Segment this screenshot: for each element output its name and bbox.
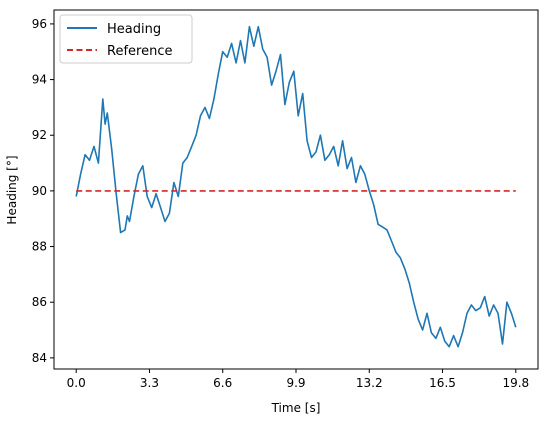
x-tick-label: 9.9 (286, 376, 305, 390)
x-tick-label: 16.5 (429, 376, 456, 390)
legend-reference-label: Reference (107, 44, 172, 59)
x-axis-ticks: 0.0 3.3 6.6 9.9 13.2 16.5 19.8 (67, 369, 529, 390)
y-axis-ticks: 84 86 88 90 92 94 96 (32, 17, 54, 365)
y-tick-label: 88 (32, 240, 47, 254)
x-tick-label: 13.2 (356, 376, 383, 390)
y-tick-label: 96 (32, 17, 47, 31)
x-tick-label: 0.0 (67, 376, 86, 390)
y-tick-label: 90 (32, 184, 47, 198)
series-line-heading (75, 25, 517, 348)
y-tick-label: 84 (32, 351, 47, 365)
x-tick-label: 3.3 (140, 376, 159, 390)
y-tick-label: 92 (32, 128, 47, 142)
y-tick-label: 94 (32, 73, 47, 87)
legend-heading-label: Heading (107, 22, 161, 37)
x-tick-label: 6.6 (213, 376, 232, 390)
plot-frame (53, 9, 539, 370)
y-tick-label: 86 (32, 295, 47, 309)
x-axis-label: Time [s] (271, 401, 321, 415)
y-axis-label: Heading [°] (5, 155, 19, 224)
x-tick-label: 19.8 (502, 376, 529, 390)
series-layer (75, 25, 517, 348)
legend: Heading Reference (59, 14, 193, 64)
